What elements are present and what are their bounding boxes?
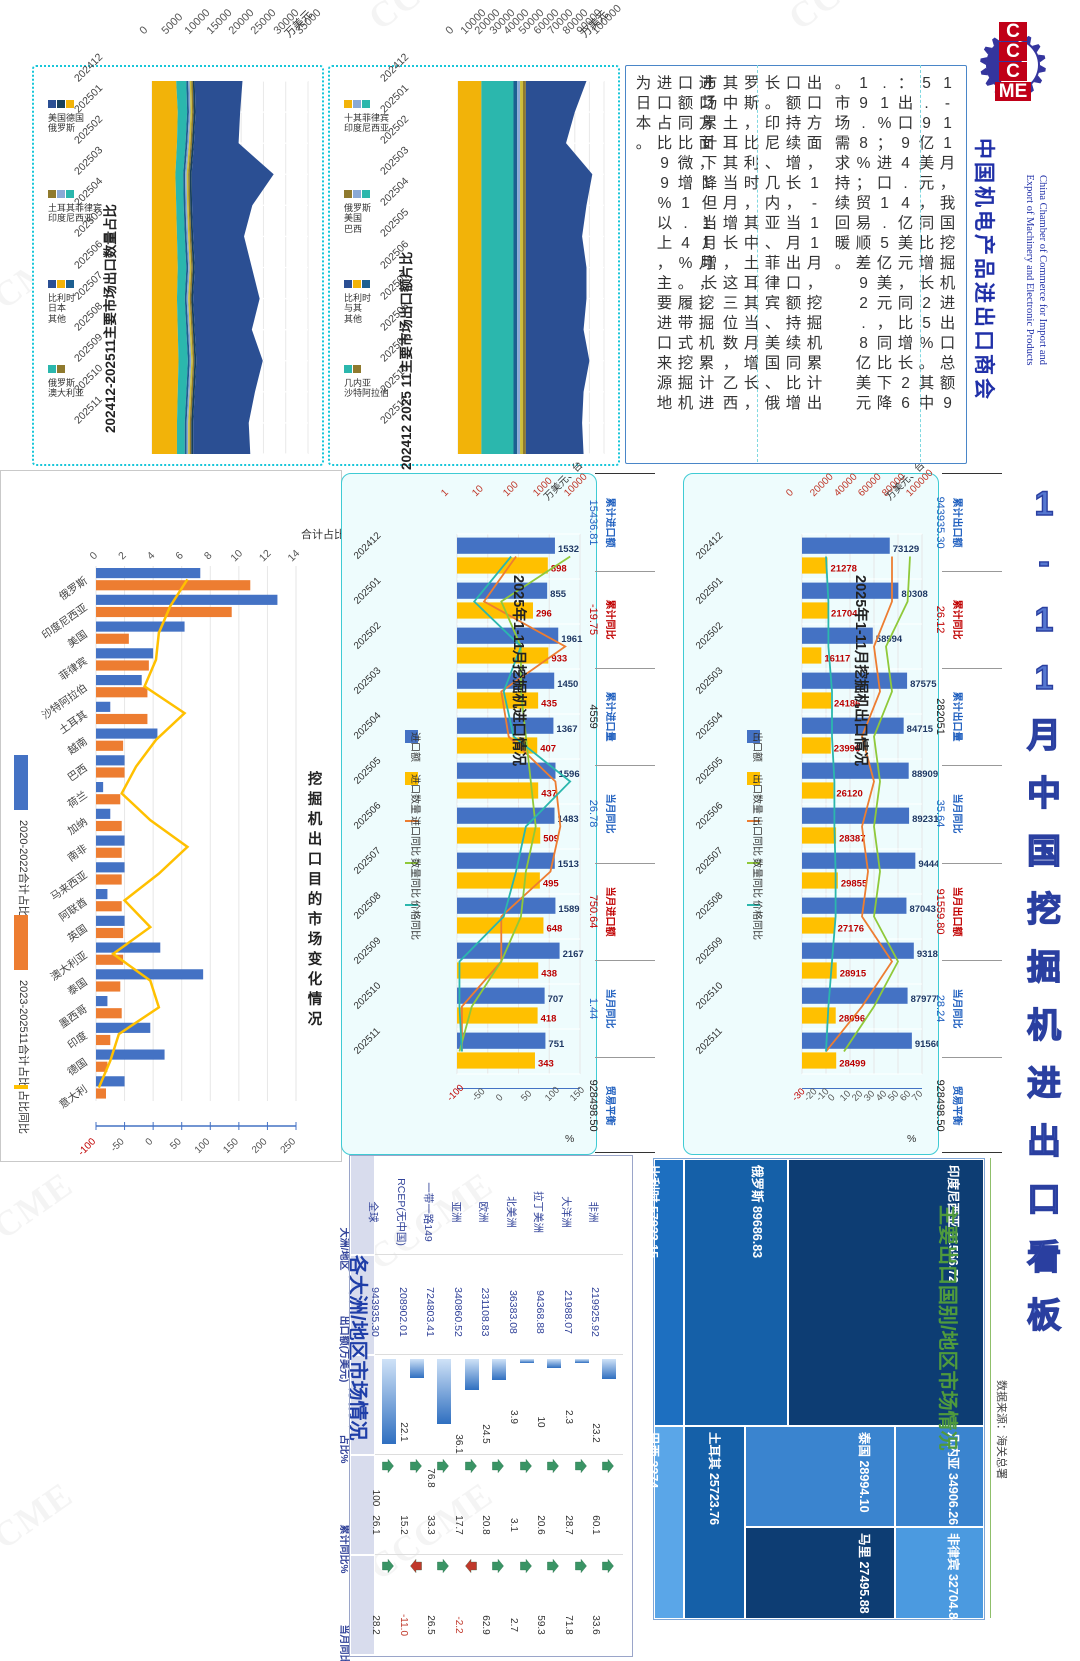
svg-text:墨西哥: 墨西哥 bbox=[57, 1003, 90, 1031]
svg-text:12: 12 bbox=[257, 547, 274, 564]
svg-text:495: 495 bbox=[543, 879, 560, 890]
svg-text:14: 14 bbox=[286, 547, 303, 564]
svg-text:合计占比%: 合计占比% bbox=[301, 527, 341, 541]
svg-text:C: C bbox=[1006, 41, 1020, 62]
svg-text:英国: 英国 bbox=[65, 922, 90, 945]
svg-text:898: 898 bbox=[551, 564, 567, 575]
svg-text:6: 6 bbox=[173, 549, 186, 562]
svg-text:343: 343 bbox=[538, 1059, 554, 1070]
svg-text:阿联酋: 阿联酋 bbox=[56, 895, 89, 924]
svg-text:50: 50 bbox=[168, 1136, 184, 1152]
svg-text:1367: 1367 bbox=[556, 724, 577, 735]
svg-text:菲律宾: 菲律宾 bbox=[56, 654, 89, 683]
svg-text:855: 855 bbox=[550, 589, 567, 600]
svg-text:648: 648 bbox=[546, 924, 562, 935]
svg-text:8: 8 bbox=[202, 549, 215, 562]
svg-text:200: 200 bbox=[250, 1136, 270, 1156]
svg-text:296: 296 bbox=[536, 609, 552, 620]
svg-text:德国: 德国 bbox=[65, 1056, 90, 1079]
svg-text:0: 0 bbox=[88, 549, 101, 562]
svg-text:-50: -50 bbox=[109, 1136, 127, 1154]
svg-text:4: 4 bbox=[145, 549, 158, 562]
svg-text:巴西: 巴西 bbox=[66, 762, 90, 784]
svg-text:435: 435 bbox=[541, 699, 558, 710]
svg-text:438: 438 bbox=[541, 969, 557, 980]
svg-text:印度: 印度 bbox=[65, 1029, 90, 1052]
svg-text:73129: 73129 bbox=[893, 544, 919, 555]
svg-text:150: 150 bbox=[221, 1136, 241, 1156]
svg-text:10: 10 bbox=[228, 547, 245, 564]
svg-text:C: C bbox=[1006, 61, 1020, 82]
svg-text:21278: 21278 bbox=[831, 564, 857, 575]
svg-text:100: 100 bbox=[193, 1136, 213, 1156]
svg-text:707: 707 bbox=[548, 994, 564, 1005]
svg-text:土耳其: 土耳其 bbox=[56, 708, 89, 737]
svg-text:250: 250 bbox=[279, 1136, 299, 1156]
svg-text:越南: 越南 bbox=[65, 735, 90, 758]
svg-text:加纳: 加纳 bbox=[65, 815, 90, 838]
svg-text:418: 418 bbox=[541, 1014, 557, 1025]
svg-text:2: 2 bbox=[116, 549, 129, 562]
svg-text:751: 751 bbox=[548, 1039, 565, 1050]
svg-text:南非: 南非 bbox=[65, 841, 90, 864]
svg-text:美国: 美国 bbox=[65, 628, 90, 651]
svg-text:泰国: 泰国 bbox=[65, 975, 90, 998]
svg-text:意大利: 意大利 bbox=[56, 1082, 89, 1111]
svg-text:荷兰: 荷兰 bbox=[65, 788, 90, 811]
svg-text:1513: 1513 bbox=[558, 859, 579, 870]
svg-text:28499: 28499 bbox=[839, 1059, 865, 1070]
svg-text:1450: 1450 bbox=[557, 679, 578, 690]
svg-text:1532: 1532 bbox=[558, 544, 579, 555]
svg-text:ME: ME bbox=[999, 81, 1028, 102]
svg-text:407: 407 bbox=[540, 744, 556, 755]
svg-text:俄罗斯: 俄罗斯 bbox=[56, 574, 90, 603]
svg-text:C: C bbox=[1006, 22, 1020, 42]
svg-text:0: 0 bbox=[144, 1136, 156, 1148]
svg-text:-100: -100 bbox=[76, 1136, 98, 1158]
